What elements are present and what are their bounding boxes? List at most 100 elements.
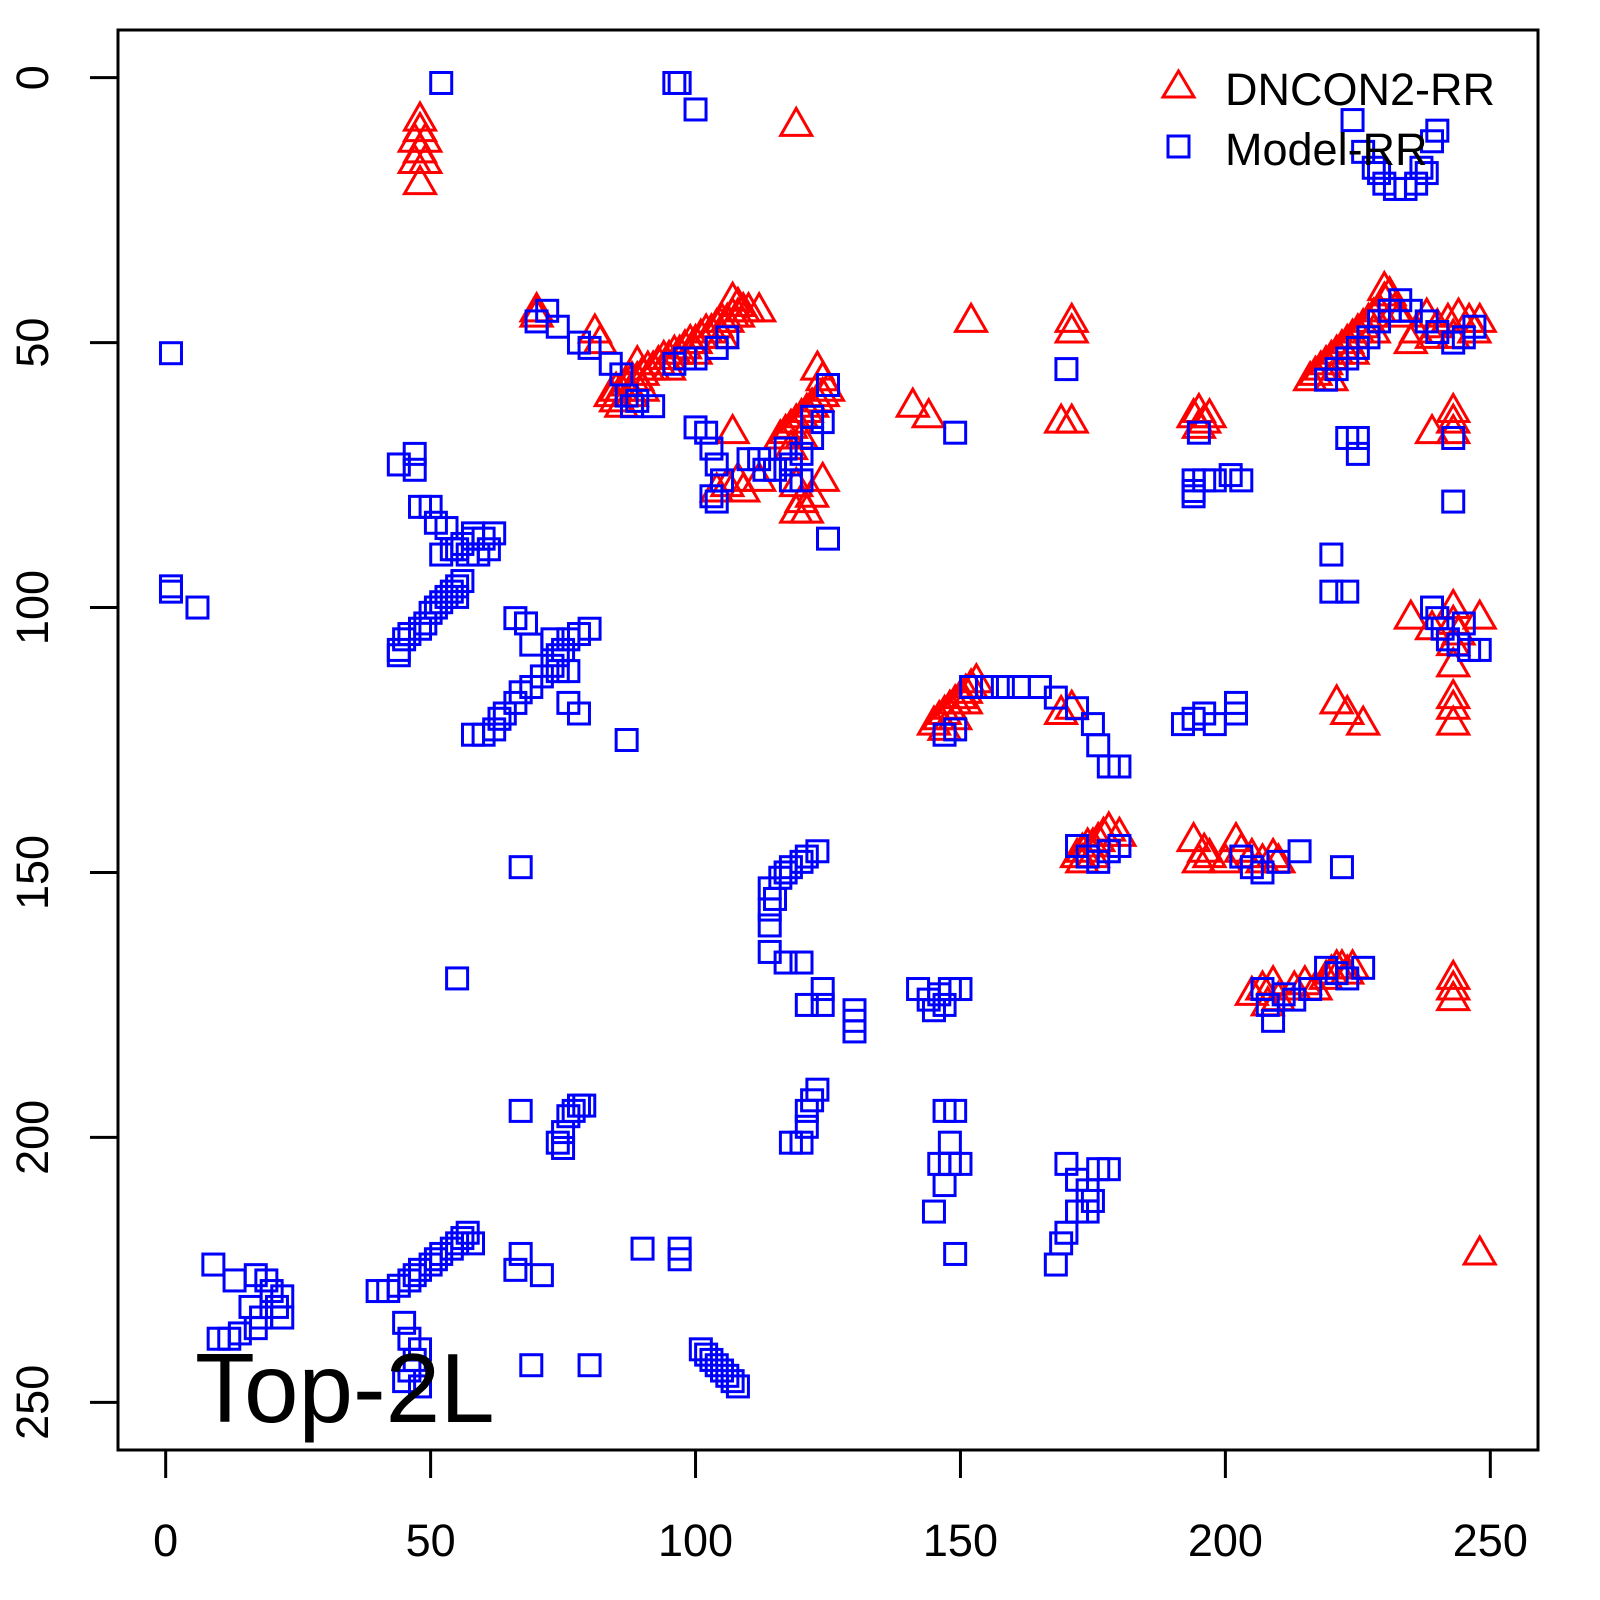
triangle-point	[719, 285, 757, 318]
square-point	[1287, 839, 1312, 864]
triangle-point	[407, 142, 444, 174]
y-tick-label: 150	[7, 835, 58, 910]
triangle-point	[947, 682, 984, 715]
square-point	[392, 1310, 417, 1335]
square-point	[185, 595, 210, 620]
square-point	[948, 977, 973, 1002]
square-point	[201, 1252, 226, 1277]
square-point	[1043, 1252, 1068, 1277]
square-point	[461, 1231, 485, 1256]
legend: DNCON2-RR Model-RR	[1160, 64, 1495, 175]
square-point	[943, 1098, 968, 1123]
square-point	[943, 1241, 968, 1266]
square-point	[990, 675, 1015, 700]
square-point	[1367, 161, 1392, 186]
triangle-point	[1329, 693, 1366, 726]
triangle-point	[894, 386, 931, 418]
square-point	[1075, 1199, 1100, 1224]
triangle-point	[778, 105, 815, 137]
triangle-point	[788, 391, 825, 423]
triangle-point	[1180, 407, 1217, 439]
triangle-point	[714, 412, 751, 445]
square-point	[1298, 977, 1323, 1002]
square-point	[402, 1347, 427, 1372]
y-tick-label: 0	[7, 65, 58, 90]
triangle-point	[650, 349, 688, 381]
square-point	[1107, 833, 1132, 858]
square-point	[1335, 579, 1360, 604]
square-point	[614, 728, 639, 752]
triangle-point	[1392, 322, 1429, 355]
square-point	[508, 1098, 533, 1123]
square-point	[937, 1130, 962, 1155]
square-point	[503, 1257, 528, 1282]
square-point	[572, 1093, 597, 1118]
square-point	[773, 436, 798, 461]
square-point	[683, 97, 708, 122]
x-axis: 0 50 100 150 200 250	[153, 1448, 1528, 1566]
triangle-point	[952, 301, 990, 333]
square-point	[402, 457, 427, 482]
triangle-point	[619, 343, 656, 376]
legend-label-model: Model-RR	[1225, 124, 1428, 175]
square-point	[508, 855, 533, 880]
triangle-point	[1180, 841, 1217, 874]
triangle-point	[1053, 402, 1090, 434]
triangle-point	[778, 492, 815, 524]
square-point	[773, 950, 798, 975]
square-point	[206, 1326, 231, 1351]
x-tick-label: 200	[1188, 1515, 1263, 1566]
square-point	[445, 584, 470, 609]
triangle-point	[741, 290, 778, 323]
square-point	[725, 1374, 750, 1399]
triangle-point	[1064, 831, 1101, 863]
square-point	[816, 373, 840, 397]
y-axis: 0 50 100 150 200 250	[7, 65, 120, 1440]
triangle-point	[1345, 704, 1382, 736]
square-point	[943, 420, 968, 445]
y-tick-label: 200	[7, 1100, 58, 1175]
triangle-point	[1043, 402, 1080, 434]
square-point	[810, 992, 835, 1017]
triangle-point	[518, 296, 555, 328]
square-point	[1351, 955, 1376, 980]
square-point	[487, 706, 512, 731]
square-point	[1186, 420, 1211, 445]
square-point	[1107, 754, 1132, 779]
triangle-point	[1074, 825, 1112, 858]
square-point	[805, 839, 830, 864]
triangle-point	[804, 460, 841, 492]
triangle-point	[1064, 841, 1101, 874]
square-point	[1329, 855, 1354, 880]
triangle-point	[788, 492, 825, 524]
square-point	[1345, 425, 1370, 450]
square-point	[1345, 441, 1370, 466]
square-point	[805, 1077, 830, 1102]
square-point	[816, 526, 840, 551]
square-point	[625, 388, 650, 413]
square-point	[1451, 611, 1476, 636]
square-point	[519, 1353, 544, 1378]
triangle-point	[942, 677, 979, 710]
triangle-point	[650, 338, 688, 371]
triangle-point	[1435, 645, 1472, 678]
square-point	[529, 1263, 554, 1288]
square-point	[386, 643, 411, 668]
square-point	[222, 1268, 247, 1293]
triangle-point	[401, 163, 439, 196]
triangle-point	[1435, 979, 1472, 1012]
square-point	[556, 659, 581, 684]
square-point	[800, 404, 825, 429]
x-tick-label: 150	[923, 1515, 998, 1566]
square-point	[704, 489, 729, 514]
square-point	[959, 675, 984, 700]
square-point	[1223, 701, 1248, 726]
triangle-point	[1435, 958, 1472, 990]
triangle-point	[1191, 836, 1228, 869]
square-point	[1441, 489, 1466, 514]
square-point	[932, 992, 957, 1017]
triangle-point	[794, 476, 831, 508]
triangle-point	[1053, 301, 1090, 333]
square-point	[921, 1199, 946, 1224]
